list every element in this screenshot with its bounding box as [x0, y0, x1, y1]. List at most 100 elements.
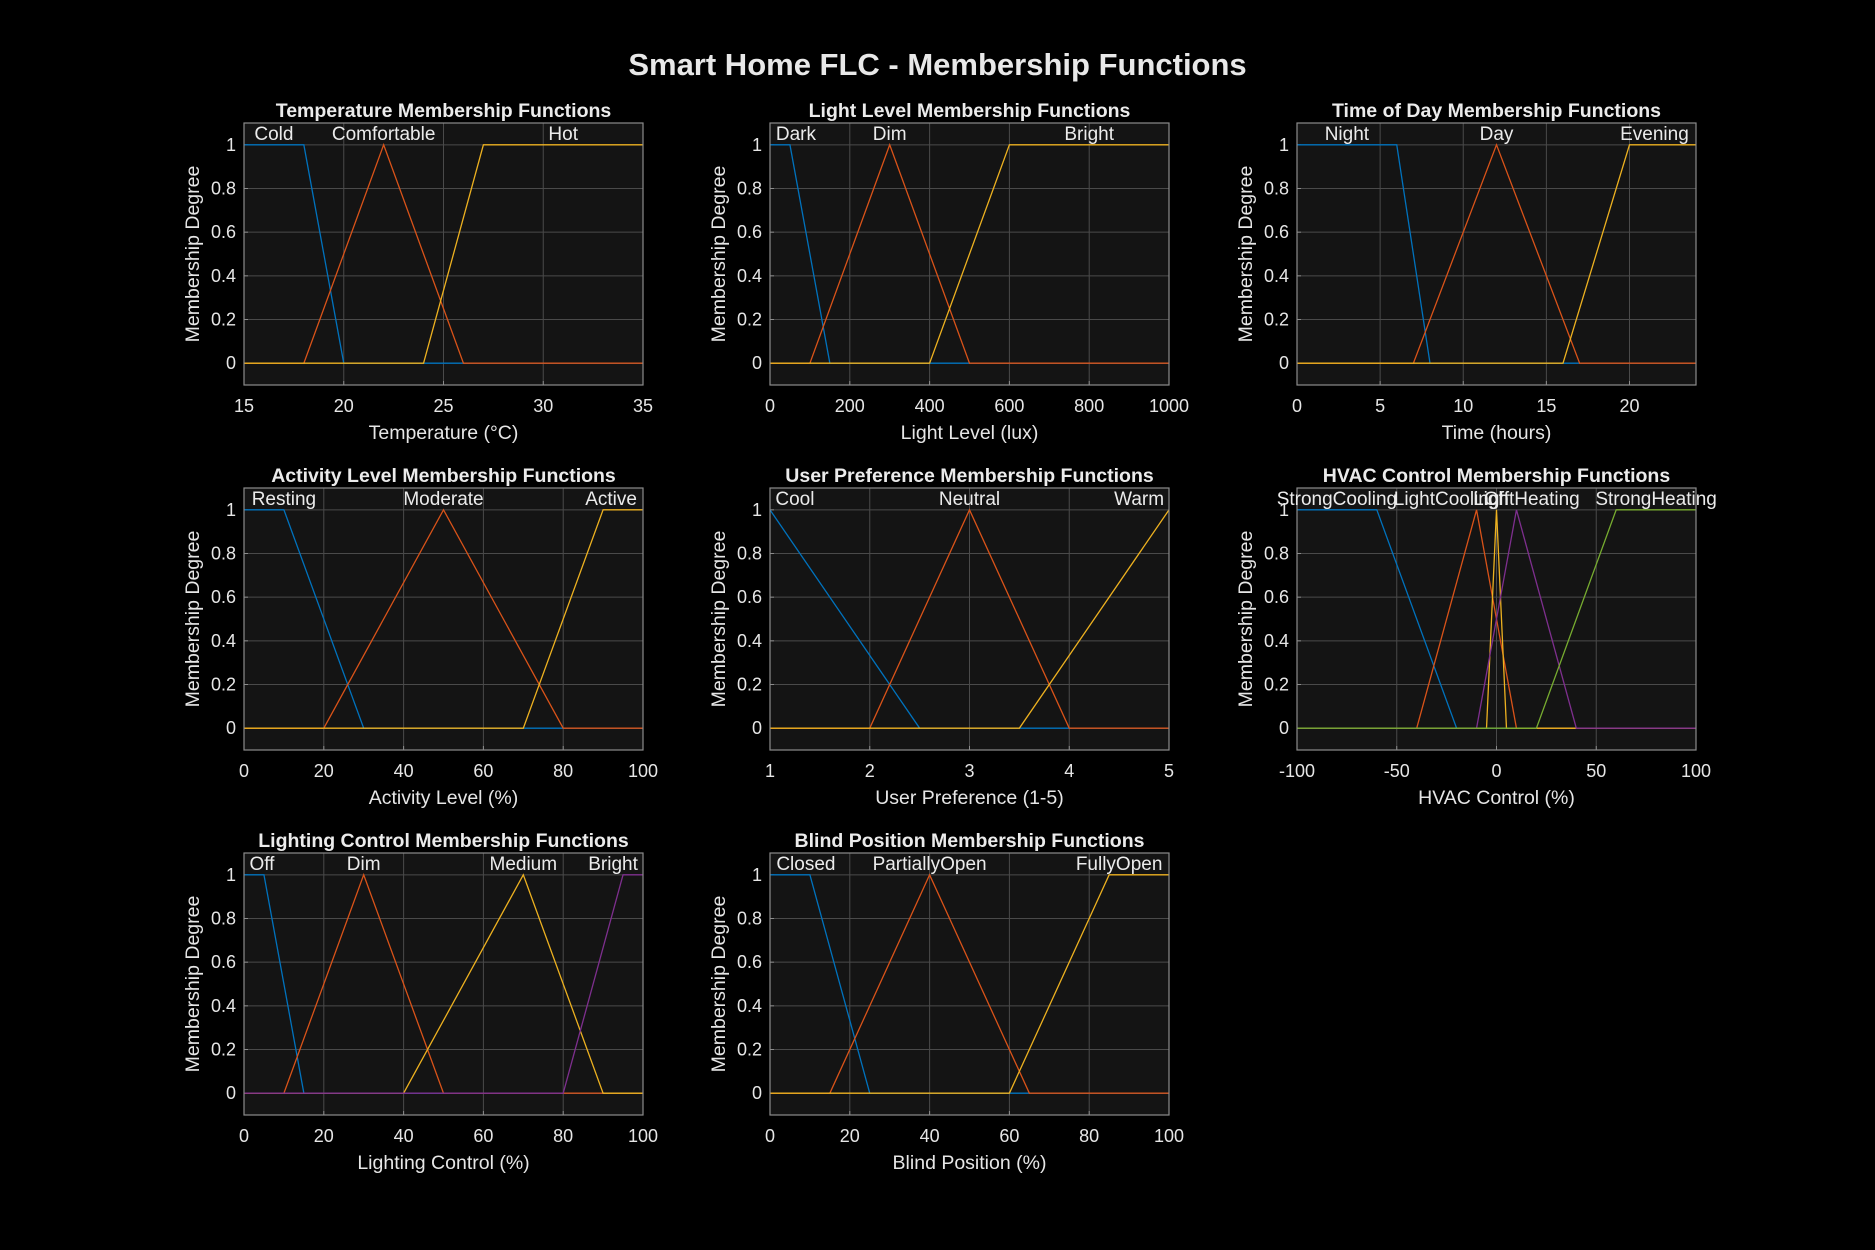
- mf-line-closed: [770, 874, 1169, 1094]
- x-tick-label: 20: [314, 761, 334, 781]
- subplot-2: Dark Dim Bright 0 200 400 600 800 1000 0 0.2 0.4 0.6…: [708, 100, 1189, 444]
- mf-label: StrongCooling: [1277, 489, 1397, 510]
- x-tick-label: 0: [765, 396, 775, 416]
- mf-line-evening: [1297, 144, 1696, 364]
- subplot-title: Temperature Membership Functions: [276, 100, 612, 122]
- y-tick-label: 0.2: [211, 1040, 236, 1060]
- x-tick-label: 400: [915, 396, 945, 416]
- x-tick-label: 40: [920, 1126, 940, 1146]
- mf-label: LightCooling: [1394, 489, 1500, 510]
- subplot-title: User Preference Membership Functions: [785, 465, 1154, 487]
- x-tick-label: 80: [553, 761, 573, 781]
- y-tick-label: 0.8: [737, 544, 762, 564]
- subplot-3: Night Day Evening 0 5 10 15 20 0 0.2 0.4 0.6 0.8 1 Tim…: [1235, 100, 1697, 444]
- mf-label: Comfortable: [332, 124, 436, 145]
- x-tick-label: 0: [239, 761, 249, 781]
- y-tick-label: 0.2: [737, 675, 762, 695]
- x-axis-label: Blind Position (%): [893, 1152, 1047, 1174]
- y-tick-label: 1: [752, 865, 762, 885]
- x-tick-label: 40: [394, 761, 414, 781]
- y-tick-label: 0.2: [737, 1040, 762, 1060]
- x-axis-label: Light Level (lux): [901, 422, 1039, 444]
- x-axis-label: HVAC Control (%): [1418, 787, 1575, 809]
- mf-label: StrongHeating: [1595, 489, 1716, 510]
- y-axis-label: Membership Degree: [182, 166, 204, 343]
- x-tick-label: 800: [1074, 396, 1104, 416]
- y-axis-label: Membership Degree: [708, 896, 730, 1073]
- y-axis-label: Membership Degree: [708, 531, 730, 708]
- subplot-5: Cool Neutral Warm 1 2 3 4 5 0 0.2 0.4 0.6 0.8 1 User P…: [708, 465, 1174, 809]
- x-tick-label: 100: [1681, 761, 1711, 781]
- mf-line-bright: [244, 874, 643, 1094]
- subplot-title: Activity Level Membership Functions: [271, 465, 616, 487]
- x-tick-label: 15: [1536, 396, 1556, 416]
- y-tick-label: 0.8: [1264, 544, 1289, 564]
- x-tick-label: 20: [1619, 396, 1639, 416]
- mf-label: Resting: [252, 489, 316, 510]
- subplot-title: HVAC Control Membership Functions: [1323, 465, 1671, 487]
- y-tick-label: 0.4: [1264, 266, 1289, 286]
- figure-title: Smart Home FLC - Membership Functions: [628, 47, 1246, 82]
- y-tick-label: 0.6: [211, 222, 236, 242]
- plot-frame: [769, 852, 1170, 1116]
- y-tick-label: 0.4: [737, 996, 762, 1016]
- mf-label: Moderate: [403, 489, 483, 510]
- mf-label: Night: [1325, 124, 1370, 145]
- mf-label: Dim: [873, 124, 907, 145]
- y-tick-label: 0.6: [1264, 222, 1289, 242]
- y-tick-label: 0: [1279, 718, 1289, 738]
- y-tick-label: 0.2: [1264, 310, 1289, 330]
- mf-label: Dark: [776, 124, 817, 145]
- y-tick-label: 0.6: [737, 587, 762, 607]
- x-tick-label: 200: [835, 396, 865, 416]
- subplot-title: Time of Day Membership Functions: [1332, 100, 1661, 122]
- y-tick-label: 0.8: [737, 909, 762, 929]
- subplot-1: Cold Comfortable Hot 15 20 25 30 35 0 0.2 0.4 0.6 0.…: [182, 100, 653, 444]
- mf-label: Cool: [775, 489, 814, 510]
- plot-area: [244, 853, 643, 1115]
- y-tick-label: 0: [226, 1083, 236, 1103]
- x-tick-label: 0: [239, 1126, 249, 1146]
- x-tick-label: 10: [1453, 396, 1473, 416]
- y-tick-label: 1: [752, 500, 762, 520]
- y-tick-label: 0.2: [1264, 675, 1289, 695]
- y-tick-label: 0: [752, 1083, 762, 1103]
- y-tick-label: 0.6: [737, 222, 762, 242]
- plot-area: [770, 853, 1169, 1115]
- plot-frame: [243, 852, 644, 1116]
- x-tick-label: 1: [765, 761, 775, 781]
- y-tick-label: 0.6: [1264, 587, 1289, 607]
- subplot-title: Light Level Membership Functions: [809, 100, 1131, 122]
- y-tick-label: 0.2: [737, 310, 762, 330]
- x-tick-label: 25: [433, 396, 453, 416]
- x-tick-label: 80: [1079, 1126, 1099, 1146]
- y-tick-label: 0.6: [737, 952, 762, 972]
- x-tick-label: 60: [999, 1126, 1019, 1146]
- y-tick-label: 1: [1279, 135, 1289, 155]
- mf-label: PartiallyOpen: [873, 854, 987, 875]
- plot-frame: [243, 487, 644, 751]
- mf-line-hot: [244, 144, 643, 364]
- x-tick-label: 2: [865, 761, 875, 781]
- subplot-6: StrongCoolingLightCoolingOffLightHeating…: [1235, 465, 1717, 809]
- mf-label: Active: [585, 489, 637, 510]
- y-tick-label: 0: [1279, 353, 1289, 373]
- x-tick-label: 50: [1586, 761, 1606, 781]
- x-tick-label: 80: [553, 1126, 573, 1146]
- x-tick-label: 15: [234, 396, 254, 416]
- x-axis-label: Lighting Control (%): [357, 1152, 529, 1174]
- y-tick-label: 0.8: [737, 179, 762, 199]
- y-axis-label: Membership Degree: [1235, 166, 1257, 343]
- plot-frame: [1296, 487, 1697, 751]
- x-axis-label: Temperature (°C): [369, 422, 519, 444]
- x-tick-label: 35: [633, 396, 653, 416]
- x-tick-label: 600: [994, 396, 1024, 416]
- x-axis-label: Activity Level (%): [369, 787, 519, 809]
- mf-label: Medium: [490, 854, 558, 875]
- x-tick-label: 100: [628, 1126, 658, 1146]
- x-axis-label: User Preference (1-5): [875, 787, 1064, 809]
- y-tick-label: 0.8: [211, 179, 236, 199]
- plot-frame: [243, 122, 644, 386]
